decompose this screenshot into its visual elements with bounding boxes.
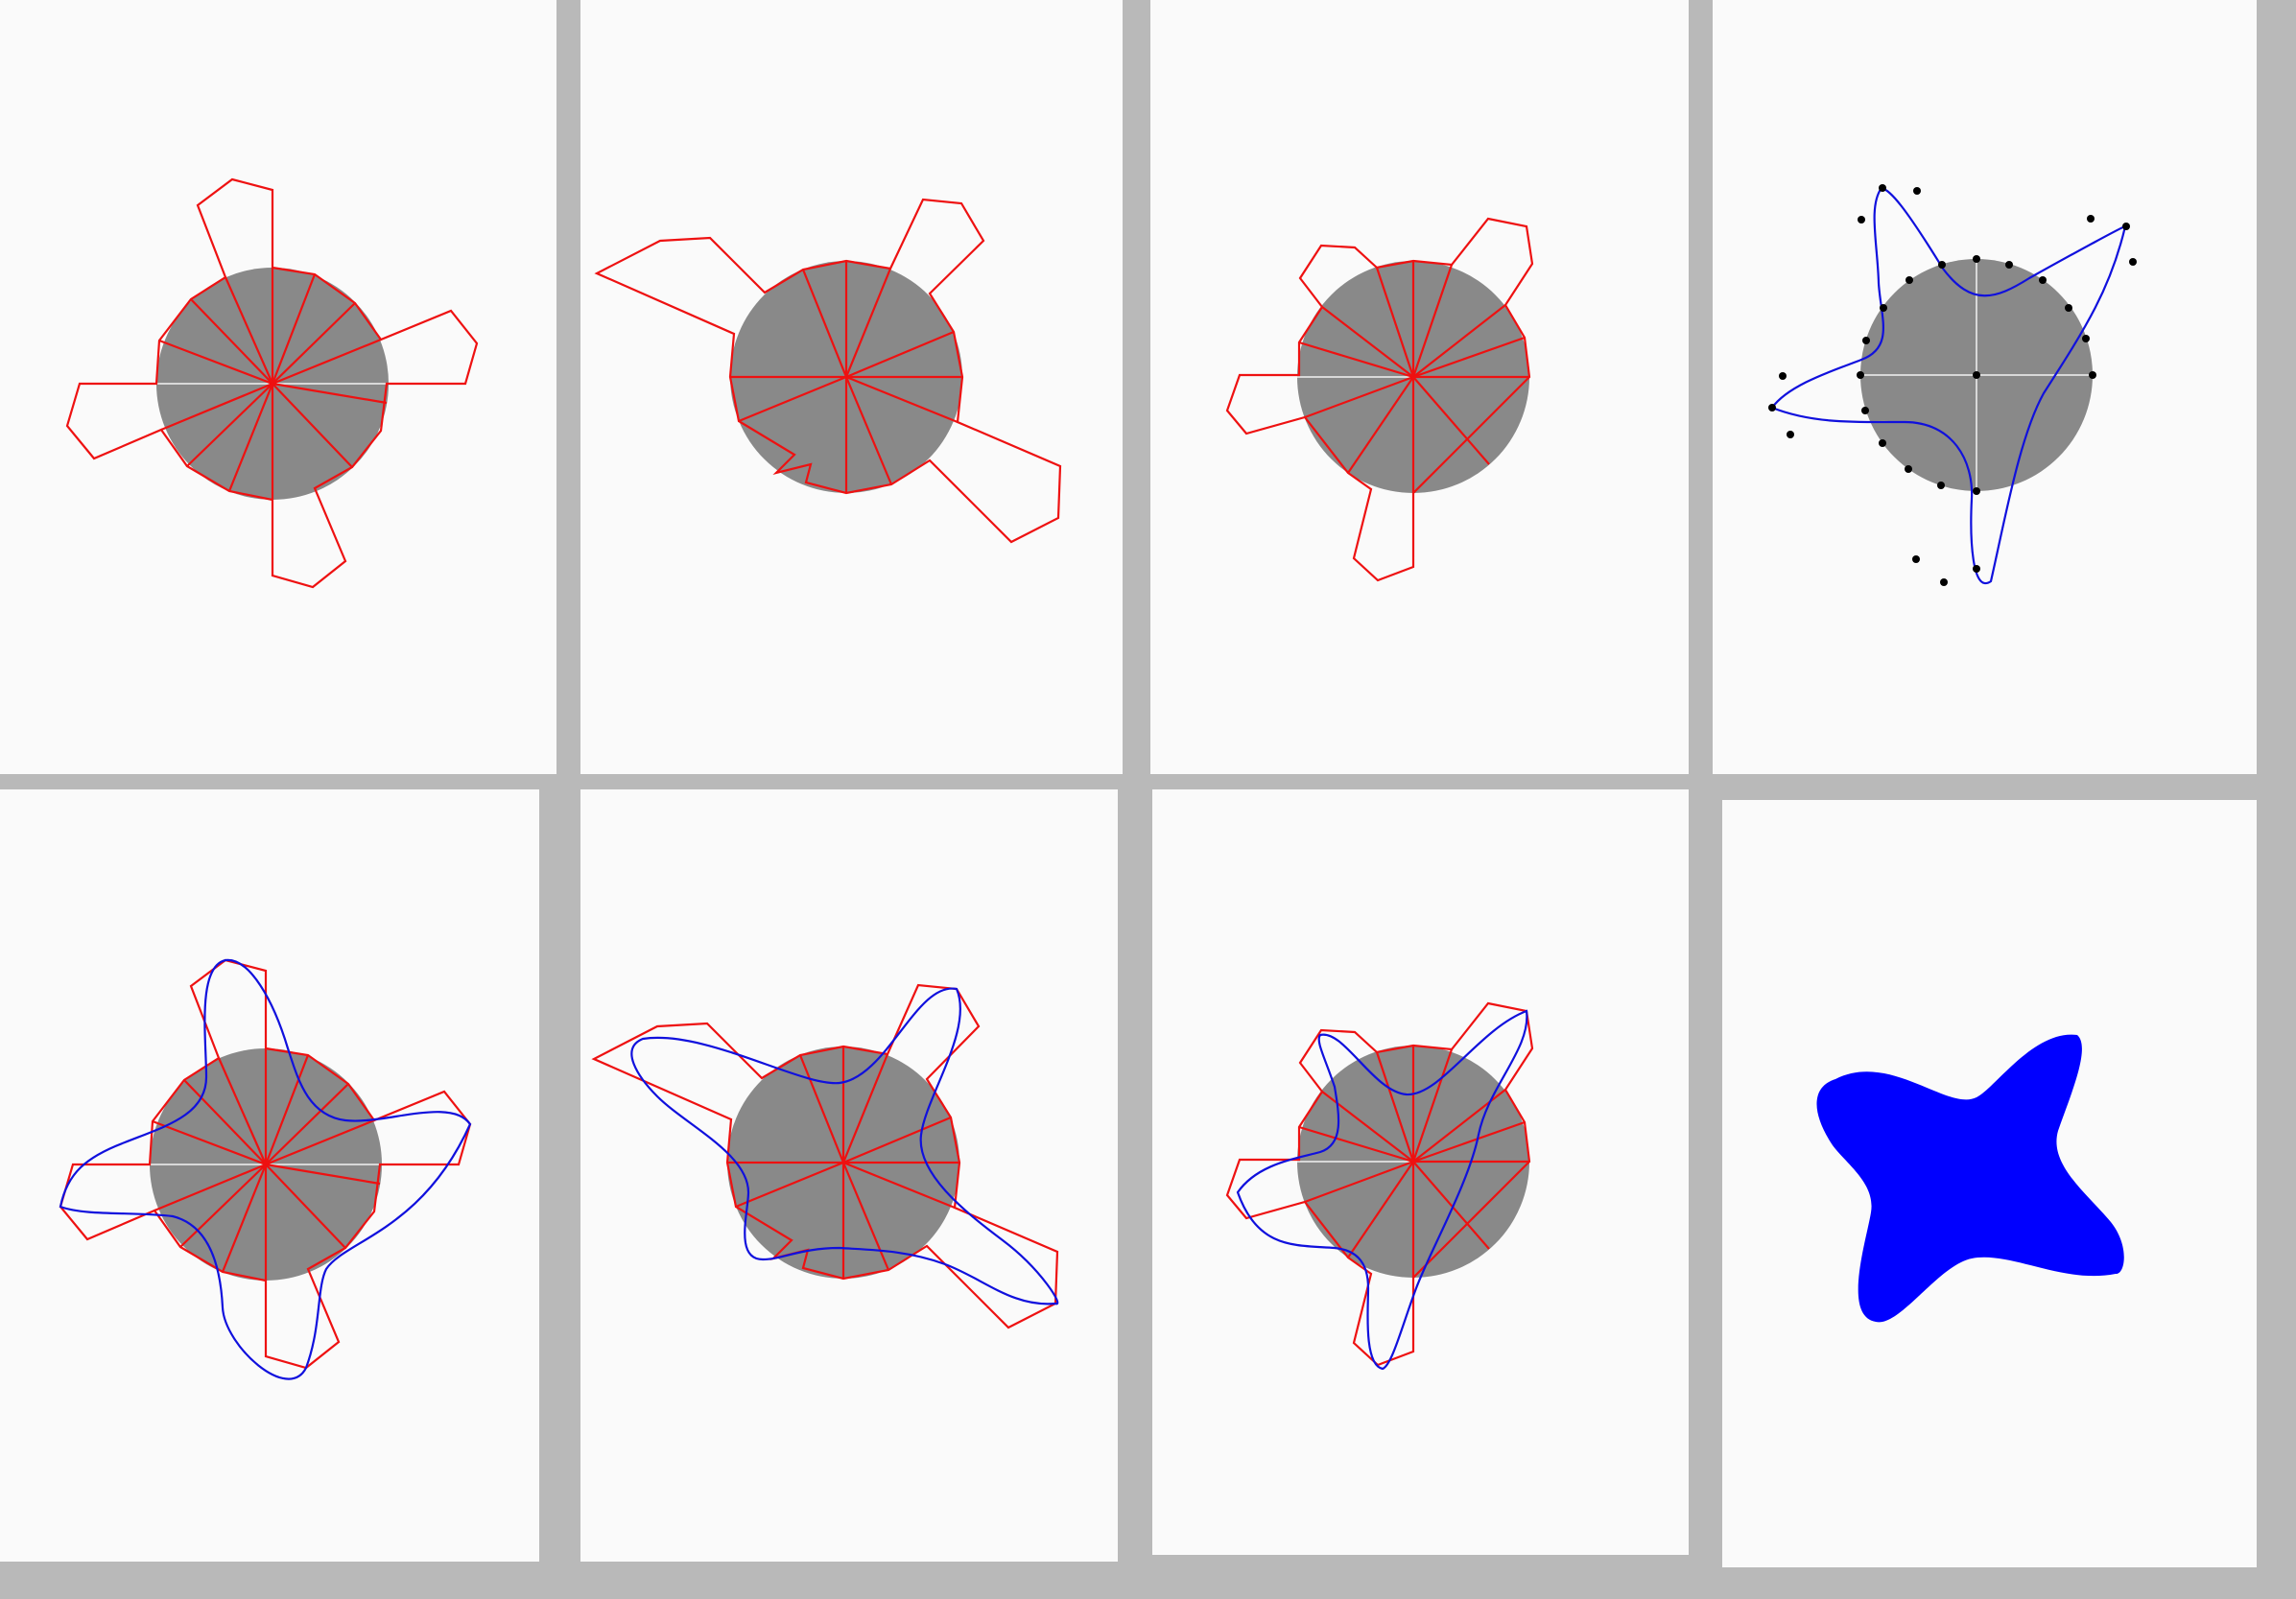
panel-step-5 <box>0 789 539 1562</box>
red-fan-spokes <box>1298 261 1529 493</box>
polygon-curve-diagram-6 <box>591 983 1059 1329</box>
blue-spline-curve <box>1236 1009 1528 1371</box>
panel-step-6 <box>580 789 1118 1562</box>
red-control-polygon <box>591 983 1059 1329</box>
control-point-dots <box>1768 184 2137 586</box>
red-fan-spokes <box>158 268 388 500</box>
red-fan-spokes <box>1298 1046 1529 1278</box>
control-points-diagram <box>1768 184 2137 586</box>
panel-step-1 <box>0 0 556 774</box>
red-fan-spokes <box>152 1048 381 1281</box>
polygon-curve-diagram-5 <box>59 958 472 1380</box>
panel-step-2 <box>580 0 1123 774</box>
blue-spline-curve <box>1770 186 2127 585</box>
panel-step-4 <box>1713 0 2257 774</box>
red-control-polygon <box>1225 217 1534 582</box>
red-control-polygon <box>594 198 1062 544</box>
panel-step-7 <box>1152 789 1689 1555</box>
polygon-fan-diagram-1 <box>65 177 479 589</box>
blue-star <box>1816 1034 2124 1323</box>
blue-spline-curve <box>630 987 1059 1305</box>
panel-step-8 <box>1722 800 2257 1567</box>
polygon-curve-diagram-7 <box>1225 1001 1534 1371</box>
red-control-polygon <box>59 958 472 1370</box>
polygon-fan-diagram-3 <box>1225 217 1534 582</box>
red-fan-spokes <box>730 261 962 493</box>
polygon-fan-diagram-2 <box>594 198 1062 544</box>
filled-star-shape <box>1816 1034 2124 1323</box>
red-control-polygon <box>65 177 479 589</box>
blue-spline-curve <box>59 958 472 1380</box>
panel-step-3 <box>1150 0 1689 774</box>
red-control-polygon <box>1225 1001 1534 1367</box>
red-fan-spokes <box>727 1046 959 1279</box>
